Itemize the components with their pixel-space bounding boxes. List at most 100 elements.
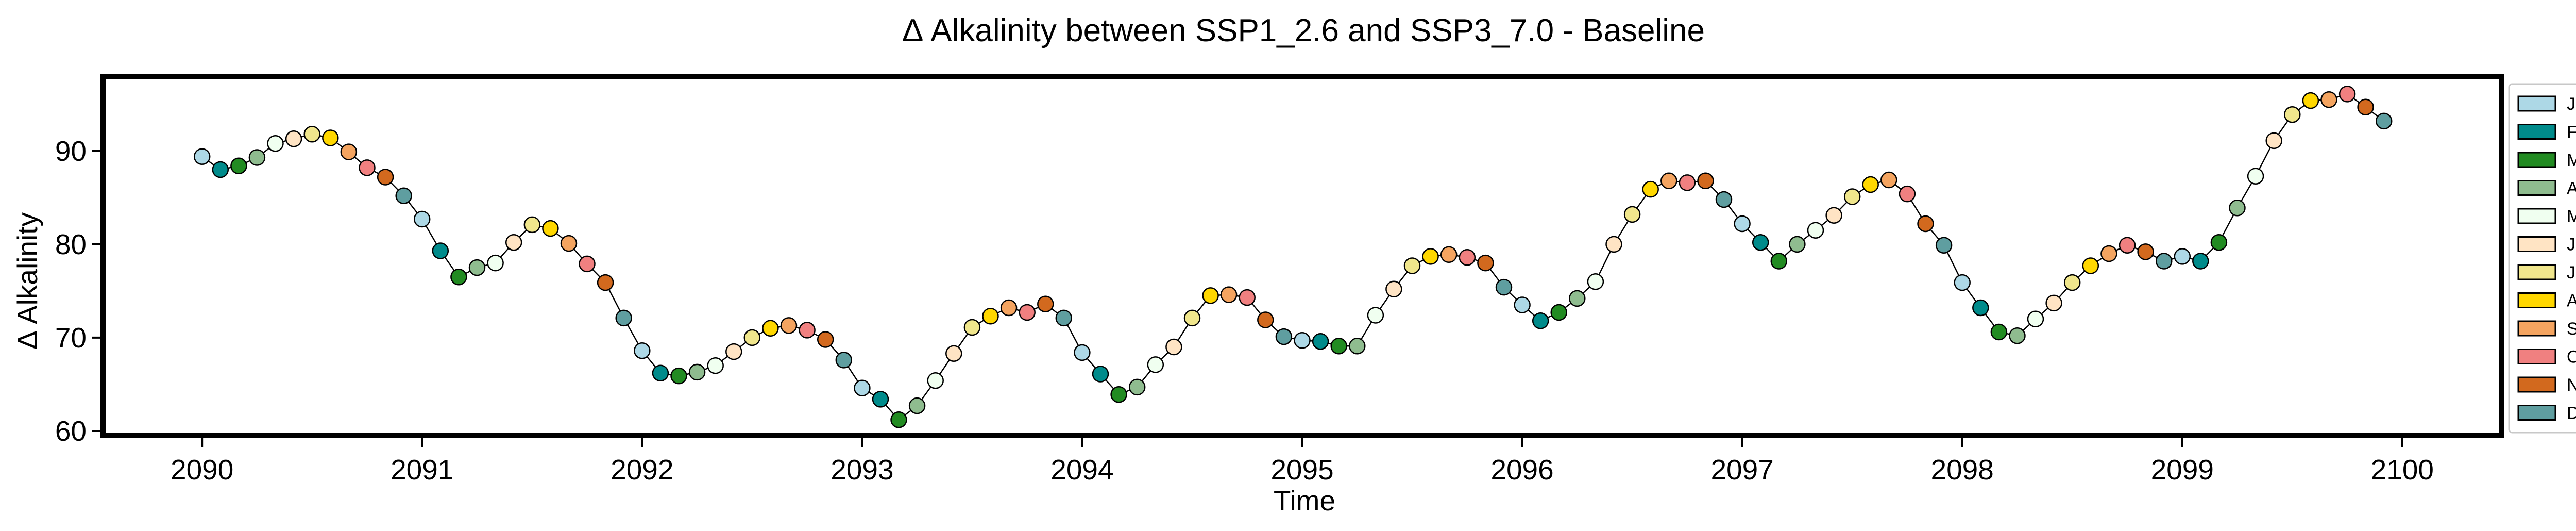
data-point	[487, 254, 504, 272]
y-axis-label: Δ Alkalinity	[11, 212, 43, 350]
data-point	[982, 308, 999, 325]
data-point	[854, 379, 871, 396]
data-point	[2009, 327, 2026, 344]
data-point	[2063, 274, 2081, 291]
legend-label: Oct	[2567, 347, 2576, 367]
legend-label: Aug	[2567, 291, 2576, 311]
y-tick-label: 70	[55, 322, 87, 354]
data-point	[2302, 92, 2319, 109]
data-point	[1128, 378, 1146, 396]
chart-title: Δ Alkalinity between SSP1_2.6 and SSP3_7…	[902, 13, 1705, 48]
data-point	[1715, 191, 1733, 208]
legend-box	[2508, 83, 2576, 434]
legend-label: May	[2567, 207, 2576, 226]
legend: Jan Feb Mar Apr May June July Aug Sept Oct Nov Dec	[2508, 83, 2576, 434]
data-point	[1862, 176, 1879, 193]
data-point	[1074, 344, 1091, 361]
data-point	[340, 143, 358, 160]
data-point	[2229, 200, 2246, 217]
data-point	[1550, 304, 1567, 321]
data-point	[1202, 287, 1219, 304]
data-point	[1990, 323, 2008, 341]
legend-label: Sept	[2567, 319, 2576, 339]
x-tick-label: 2093	[831, 454, 893, 486]
data-point	[1880, 171, 1897, 189]
data-point	[2210, 234, 2228, 251]
legend-label: Feb	[2567, 123, 2576, 142]
data-point	[1954, 274, 1971, 291]
data-point	[963, 319, 981, 336]
legend-label: Nov	[2567, 375, 2576, 395]
y-axis: 60 70 80 90	[55, 135, 100, 447]
data-point	[2338, 86, 2356, 103]
data-point	[652, 364, 669, 381]
data-point	[743, 329, 761, 346]
data-point	[1642, 180, 1659, 198]
data-point	[2192, 253, 2209, 270]
data-point	[1000, 299, 1018, 317]
data-point	[927, 372, 944, 389]
data-point	[1183, 309, 1201, 327]
data-point	[1294, 332, 1311, 349]
data-point	[1514, 296, 1531, 313]
data-point	[2082, 257, 2099, 274]
data-point	[2137, 243, 2154, 260]
legend-swatch	[2517, 264, 2556, 280]
data-point	[1349, 337, 1366, 355]
data-point	[1165, 338, 1182, 356]
data-point	[835, 352, 853, 369]
legend-label: Dec	[2567, 404, 2576, 423]
data-point	[1367, 307, 1384, 324]
data-point	[890, 411, 907, 428]
data-point	[1569, 290, 1586, 307]
data-point	[1459, 248, 1476, 266]
data-point	[1275, 328, 1293, 345]
data-point	[1623, 206, 1641, 223]
y-tick-label: 60	[55, 415, 87, 447]
data-point	[395, 187, 412, 204]
x-tick-label: 2094	[1050, 454, 1113, 486]
x-axis-label: Time	[1274, 485, 1335, 517]
legend-swatch	[2517, 180, 2556, 196]
data-point	[1312, 333, 1329, 350]
data-point	[1019, 304, 1036, 321]
data-point	[762, 320, 779, 337]
data-point	[2027, 310, 2044, 327]
legend-swatch	[2517, 208, 2556, 224]
data-point	[1770, 253, 1788, 270]
data-point	[1037, 295, 1054, 312]
data-point	[817, 331, 834, 348]
data-point	[2375, 112, 2393, 130]
data-point	[670, 367, 687, 385]
legend-label: July	[2567, 263, 2576, 283]
data-point	[1587, 273, 1604, 290]
data-point	[1220, 286, 1238, 303]
data-point	[413, 210, 431, 228]
data-point	[432, 242, 449, 259]
data-point	[688, 363, 706, 381]
legend-label: June	[2567, 235, 2576, 255]
data-point	[2357, 98, 2374, 115]
x-tick-label: 2090	[171, 454, 233, 486]
data-point	[2320, 91, 2337, 108]
data-point	[1110, 386, 1127, 403]
legend-swatch	[2517, 124, 2556, 140]
data-point	[1477, 254, 1494, 272]
x-tick-label: 2100	[2371, 454, 2434, 486]
data-point	[945, 345, 962, 362]
data-point	[2174, 248, 2191, 265]
legend-swatch	[2517, 405, 2556, 421]
plot-area	[193, 86, 2393, 428]
data-point	[542, 220, 559, 237]
data-point	[1239, 289, 1256, 306]
data-point	[1789, 236, 1806, 253]
data-point	[1532, 312, 1549, 329]
data-point	[2265, 132, 2282, 150]
data-point	[322, 129, 339, 146]
legend-swatch	[2517, 349, 2556, 364]
data-point	[597, 274, 614, 291]
y-tick-label: 90	[55, 135, 87, 167]
data-point	[523, 216, 541, 234]
data-point	[1147, 356, 1164, 373]
data-point	[267, 135, 284, 152]
